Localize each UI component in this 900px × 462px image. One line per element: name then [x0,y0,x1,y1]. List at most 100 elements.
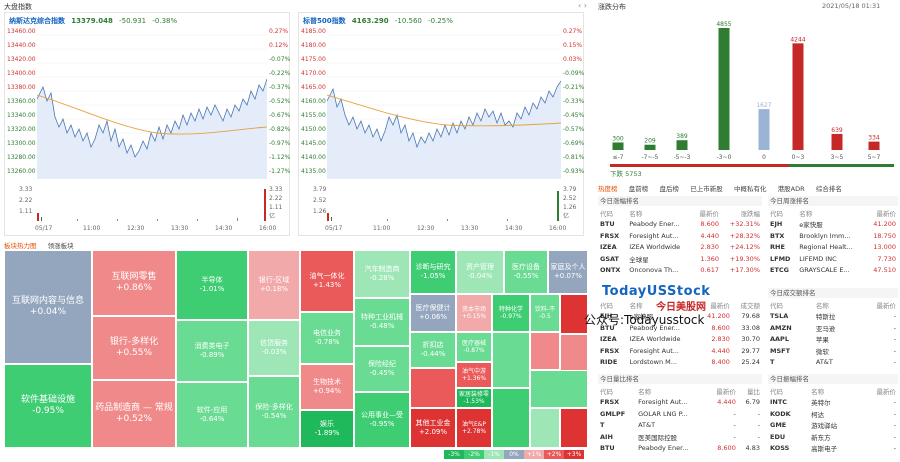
tab-overall[interactable]: 综合排名 [815,185,842,193]
sector-cell-small[interactable] [560,408,588,448]
axis-label: 2.52 [563,195,577,202]
column-header: 代码 [770,209,783,218]
dist-bar [831,133,843,150]
sector-cell[interactable]: 生物技术 +0.94% [300,364,354,410]
tab-afterhours[interactable]: 盘后榜 [659,185,679,193]
sector-cell[interactable]: 药品制造商 — 常规 +0.52% [92,380,176,448]
table-cell: 8.400 [711,358,730,367]
sector-cell-small[interactable] [560,334,588,374]
sector-cell[interactable]: 其他工业金 +2.09% [410,408,456,448]
time-label: 14:30 [505,225,523,232]
axis-label: -0.57% [563,126,585,133]
sector-cell[interactable]: 诊断与研究 -1.05% [410,250,456,294]
tab-hot[interactable]: 热度榜 [598,185,618,193]
table-row[interactable]: BTU Peabody Ener... 8.600 33.08 [598,322,762,334]
column-header: 代码 [600,209,613,218]
table-row[interactable]: ONTX Onconova Th... 0.617 +17.30% [598,265,762,277]
table-row[interactable]: EJH e家快服 41.200 [768,219,898,231]
table-row[interactable]: FRSX Foresight Aut... 4.440 29.77 [598,345,762,357]
sector-cell[interactable]: 互联网零售 +0.86% [92,250,176,316]
sector-cell-small[interactable] [530,408,560,448]
table-row[interactable]: ETCG GRAYSCALE E... 47.510 [768,265,898,277]
sector-cell[interactable]: 软件-应用 -0.64% [176,382,248,448]
time-label: 11:00 [373,225,391,232]
tab-leading-sectors[interactable]: 领涨板块 [47,242,74,250]
table-row[interactable]: AMZN 亚马逊 - [768,322,898,334]
table-row[interactable]: T AT&T - - [598,420,762,432]
table-row[interactable]: KOSS 高斯电子 - [768,443,898,455]
table-row[interactable]: GSAT 全球星 1.360 +19.30% [598,253,762,265]
sector-name: 互联网零售 [111,271,157,282]
sector-cell[interactable]: 电信业务 -0.78% [300,312,354,364]
sector-cell[interactable]: 消费类电子 -0.89% [176,320,248,382]
table-row[interactable]: FRSX Foresight Aut... 4.440 6.79 [598,397,762,409]
table-row[interactable]: LFMD LIFEMD INC 7.730 [768,253,898,265]
sector-cell[interactable]: 油气E&P +2.78% [456,408,492,448]
sector-cell[interactable]: 保险-多样化 -0.54% [248,376,300,448]
sector-cell[interactable]: 银行-多样化 +0.55% [92,316,176,380]
sector-cell[interactable]: 饮料-不 -0.5 [530,294,560,332]
table-row[interactable]: KODK 柯达 - [768,408,898,420]
time-label: 13:30 [461,225,479,232]
tab-adr[interactable]: 港股ADR [777,185,805,193]
tab-premarket[interactable]: 盘前榜 [628,185,649,193]
sector-cell[interactable]: 银行-区域 +0.18% [248,250,300,320]
tab-privatization[interactable]: 中概私有化 [733,185,767,193]
sector-cell[interactable]: 信贷服务 -0.03% [248,320,300,376]
sp500-panel: 标普500指数 4163.290 -10.560 -0.25% 4185.00 4… [298,12,584,236]
sector-cell[interactable]: 软件基础设施 -0.95% [4,364,92,448]
table-row[interactable]: BTX Brooklyn Imm... 18.750 [768,230,898,242]
sector-cell-small[interactable] [530,370,588,408]
table-row[interactable]: EDU 新东方 - [768,431,898,443]
sector-cell[interactable]: 特种化学 -0.97% [492,294,530,332]
sector-cell-small[interactable] [530,332,560,370]
table-row[interactable]: FRSX Foresight Aut... 4.440 +28.32% [598,230,762,242]
sector-name: 汽车制造商 [364,265,400,274]
dist-label: -7~-5 [642,154,659,161]
sector-cell[interactable]: 互联网内容与信息 +0.04% [4,250,92,364]
sector-cell[interactable]: 半导体 -1.01% [176,250,248,320]
sector-cell[interactable]: 家庭及个人 +0.07% [548,250,588,294]
sector-cell[interactable]: 家居装修零 -1.53% [456,388,492,408]
sector-cell-small[interactable] [410,368,456,408]
table-row[interactable]: INTC 英特尔 - [768,397,898,409]
sector-cell[interactable]: 资本市场 +0.15% [456,294,492,332]
table-row[interactable]: MSFT 微软 - [768,345,898,357]
sector-cell[interactable]: 公用事业—受 -0.95% [354,392,410,448]
table-row[interactable]: EJH e家快服 41.200 79.68 [598,311,762,323]
sector-cell-small[interactable] [560,294,588,334]
table-row[interactable]: GME 游戏驿站 - [768,420,898,432]
sector-cell[interactable]: 医疗设备 -0.55% [504,250,548,294]
watermark-gzh: 公众号:Todayusstock [584,313,705,327]
chevron-left-right-icon[interactable]: ‹ › [578,1,587,10]
table-row[interactable]: TSLA 特斯拉 - [768,311,898,323]
tab-heatmap[interactable]: 板块热力图 [4,242,37,250]
sector-cell[interactable]: 折扣店 -0.44% [410,332,456,368]
table-row[interactable]: BTU Peabody Ener... 8.600 4.83 [598,443,762,455]
table-row[interactable]: T AT&T - [768,357,898,369]
tab-ipo[interactable]: 已上市新股 [690,185,723,193]
table-row[interactable]: AAPL 苹果 - [768,334,898,346]
sector-cell[interactable]: 医疗器械 -0.87% [456,332,492,362]
table-row[interactable]: IZEA IZEA Worldwide 2.830 30.70 [598,334,762,346]
sector-cell[interactable]: 汽车制造商 -0.28% [354,250,410,298]
sector-cell[interactable]: 医疗保健计 +0.06% [410,294,456,332]
table-row[interactable]: AIH 医美国际控股 - - [598,431,762,443]
table-row[interactable]: GMLPF GOLAR LNG P... - - [598,408,762,420]
sector-pct: -0.54% [261,412,287,420]
sector-cell[interactable]: 特种工业机械 -0.48% [354,298,410,346]
table-row[interactable]: IZEA IZEA Worldwide 2.830 +24.12% [598,242,762,254]
sector-cell[interactable]: 资产管理 -0.04% [456,250,504,294]
table-row[interactable]: RHE Regional Healt... 13.000 [768,242,898,254]
axis-label: 1.26 [563,204,577,211]
sector-cell[interactable]: 保险经纪 -0.45% [354,346,410,392]
table-row[interactable]: RIDE Lordstown M... 8.400 25.24 [598,357,762,369]
table-cell: BTU [600,444,615,453]
sector-cell[interactable]: 油气一体化 +1.43% [300,250,354,312]
sector-cell-small[interactable] [492,388,530,448]
table-row[interactable]: BTU Peabody Ener... 8.600 +32.31% [598,219,762,231]
sector-cell[interactable]: 油气中游 +1.36% [456,362,492,388]
table-cell: IZEA [600,243,617,252]
sector-cell[interactable]: 娱乐 -1.89% [300,410,354,448]
sector-cell-small[interactable] [492,332,530,388]
